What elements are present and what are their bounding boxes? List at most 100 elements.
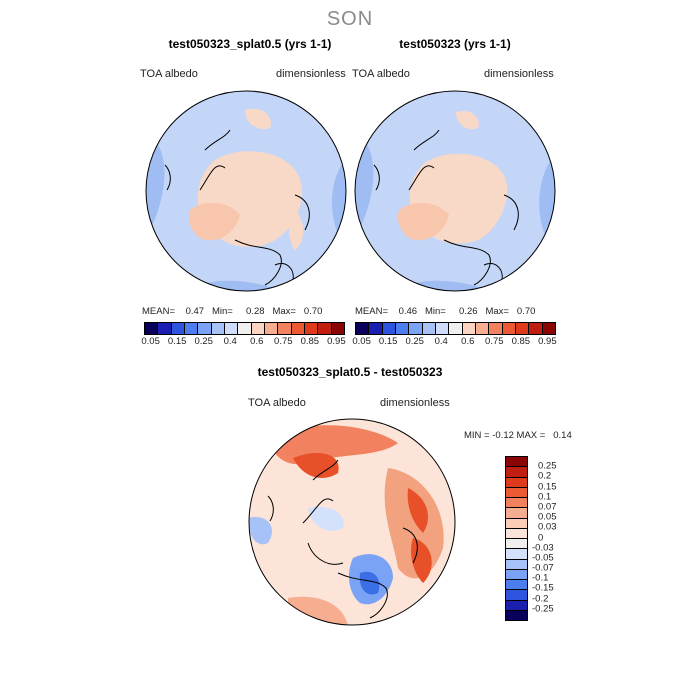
diff-panel-title: test050323_splat0.5 - test050323 [257, 365, 443, 379]
colorbar-segment [502, 323, 516, 334]
colorbar-tick-label: 0.15 [167, 336, 187, 347]
colorbar-segment [489, 323, 503, 334]
colorbar-segment [506, 580, 527, 591]
diff-max-value: 0.14 [553, 430, 572, 441]
colorbar-segment [184, 323, 199, 334]
panel-1-polar-map [145, 90, 347, 292]
panel-1-title: test050323_splat0.5 (yrs 1-1) [168, 37, 332, 51]
colorbar-segment [506, 610, 527, 620]
panel-1-colorbar-ticks: 0.05 0.15 0.25 0.4 0.6 0.75 0.85 0.95 [141, 336, 346, 348]
colorbar-tick-label: 0.15 [538, 481, 557, 493]
colorbar-segment [506, 467, 527, 478]
panel-2-colorbar [355, 322, 556, 335]
diff-min-label: MIN = [464, 430, 490, 441]
colorbar-segment [251, 323, 265, 334]
colorbar-segment [238, 323, 252, 334]
diff-max-label: MAX = [516, 430, 546, 441]
colorbar-segment [506, 539, 527, 550]
panel-2-colorbar-ticks: 0.05 0.15 0.25 0.4 0.6 0.75 0.85 0.95 [352, 336, 557, 348]
map-boundary [145, 90, 347, 292]
panel-1-units-label: dimensionless [276, 68, 346, 80]
colorbar-tick-label: 0.75 [274, 336, 293, 347]
colorbar-segment [356, 323, 370, 334]
high-albedo-patch [456, 110, 479, 130]
colorbar-segment [369, 323, 383, 334]
colorbar-segment [435, 323, 450, 334]
panel-2-max-label: Max= [485, 306, 509, 317]
panel-1-variable-label: TOA albedo [140, 68, 198, 80]
panel-1-mean-label: MEAN= [142, 306, 175, 317]
colorbar-segment [278, 323, 292, 334]
colorbar-segment [506, 528, 527, 539]
colorbar-tick-label: -0.25 [532, 603, 554, 615]
colorbar-segment [395, 323, 410, 334]
panel-2-min-label: Min= [424, 306, 446, 317]
diff-colorbar [505, 456, 528, 621]
colorbar-segment [506, 508, 527, 519]
panel-2-variable-label: TOA albedo [352, 68, 410, 80]
map-boundary [354, 90, 556, 292]
colorbar-tick-label: 0.07 [538, 501, 557, 513]
coastline [267, 459, 418, 619]
colorbar-tick-label: 0.85 [511, 336, 531, 347]
colorbar-segment [171, 323, 185, 334]
colorbar-segment [506, 569, 527, 580]
panel-1-colorbar [144, 322, 345, 335]
colorbar-segment [506, 457, 527, 468]
colorbar-tick-label: -0.2 [532, 593, 549, 605]
colorbar-segment [506, 590, 527, 601]
panel-2-min-value: 0.26 [459, 306, 478, 317]
panel-1-max-label: Max= [272, 306, 296, 317]
diff-variable-label: TOA albedo [248, 397, 306, 409]
greenland-region [188, 202, 240, 241]
colorbar-segment [158, 323, 172, 334]
colorbar-segment [462, 323, 476, 334]
colorbar-segment [515, 323, 530, 334]
diff-min-value: -0.12 [492, 430, 514, 441]
colorbar-segment [331, 323, 344, 334]
panel-2-units-label: dimensionless [484, 68, 554, 80]
colorbar-tick-label: 0.85 [300, 336, 320, 347]
positive-anomaly [268, 425, 398, 465]
panel-2-polar-map [354, 90, 556, 292]
greenland-region [397, 202, 449, 241]
negative-anomaly [249, 517, 272, 545]
colorbar-tick-label: -0.07 [532, 562, 554, 574]
panel-1-max-value: 0.70 [303, 306, 323, 317]
colorbar-tick-label: 0.4 [223, 336, 237, 347]
colorbar-tick-label: 0.95 [538, 336, 557, 347]
colorbar-tick-label: 0.25 [538, 460, 557, 472]
colorbar-tick-label: 0.05 [352, 336, 371, 347]
panel-1-min-value: 0.28 [246, 306, 265, 317]
colorbar-tick-label: 0.05 [141, 336, 160, 347]
colorbar-tick-label: 0.6 [461, 336, 475, 347]
diff-colorbar-ticks: 0.25 0.2 0.15 0.1 0.07 0.05 0.03 0 -0.03 -0.05 -0.… [532, 456, 582, 619]
colorbar-segment [506, 600, 527, 611]
figure-title: SON [326, 8, 374, 30]
panel-2-mean-label: MEAN= [355, 306, 388, 317]
colorbar-tick-label: 0.25 [405, 336, 424, 347]
panel-2-max-value: 0.70 [516, 306, 536, 317]
colorbar-tick-label: 0.95 [327, 336, 346, 347]
colorbar-segment [506, 498, 527, 509]
colorbar-segment [506, 559, 527, 570]
colorbar-tick-label: 0.15 [378, 336, 398, 347]
colorbar-tick-label: 0.25 [194, 336, 213, 347]
colorbar-segment [422, 323, 436, 334]
colorbar-segment [506, 549, 527, 560]
colorbar-segment [506, 518, 527, 529]
negative-anomaly [359, 571, 380, 595]
panel-1-mean-value: 0.47 [185, 306, 205, 317]
high-albedo-patch [245, 108, 271, 130]
map-boundary [248, 418, 456, 626]
colorbar-tick-label: 0.05 [538, 511, 557, 523]
colorbar-segment [506, 487, 527, 498]
diff-units-label: dimensionless [380, 397, 450, 409]
colorbar-segment [382, 323, 396, 334]
colorbar-segment [449, 323, 463, 334]
colorbar-segment [264, 323, 279, 334]
positive-anomaly [407, 488, 428, 533]
colorbar-tick-label: 0.6 [250, 336, 264, 347]
colorbar-tick-label: 0 [538, 532, 544, 543]
colorbar-tick-label: 0.75 [485, 336, 504, 347]
